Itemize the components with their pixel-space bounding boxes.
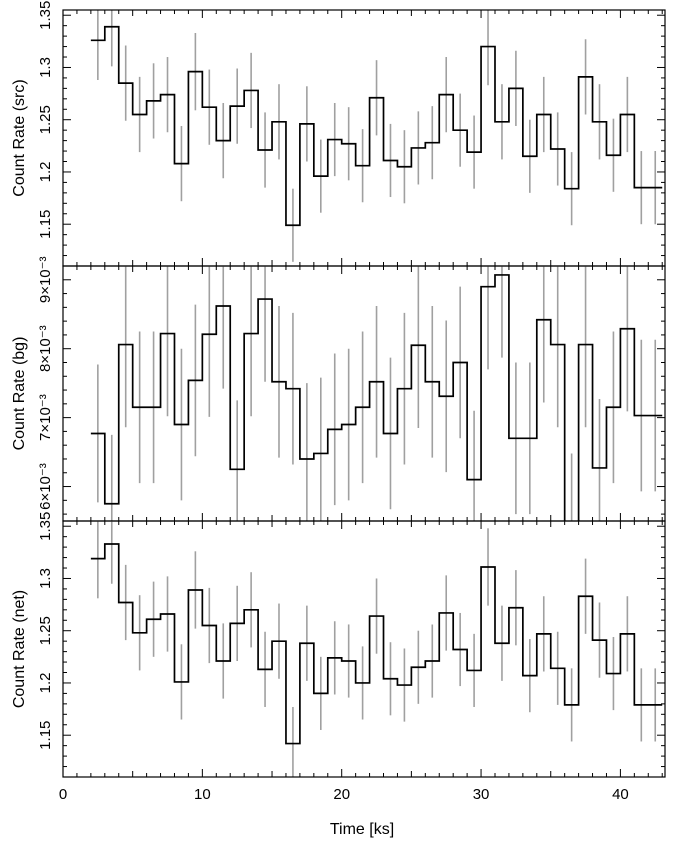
x-tick-label: 0 bbox=[59, 786, 67, 803]
y-tick-label: 1.3 bbox=[37, 57, 54, 78]
x-axis-label: Time [ks] bbox=[330, 821, 394, 838]
data-group-net bbox=[90, 521, 663, 777]
panel-bg: 6×10⁻³ 7×10⁻³ 8×10⁻³ 9×10⁻³ Count Rate (bg) bbox=[11, 256, 666, 522]
y-tick-label: 1.2 bbox=[37, 162, 54, 183]
y-tick-label: 1.2 bbox=[37, 673, 54, 694]
x-tick-label: 20 bbox=[333, 786, 350, 803]
y-axis-label-bg: Count Rate (bg) bbox=[11, 337, 28, 451]
y-tick-label: 1.25 bbox=[37, 616, 54, 645]
y-tick-label: 9×10⁻³ bbox=[37, 256, 54, 303]
y-tick-label: 1.35 bbox=[37, 512, 54, 541]
step-line-net bbox=[90, 543, 663, 745]
x-tick-label: 10 bbox=[194, 786, 211, 803]
y-tick-label: 1.3 bbox=[37, 568, 54, 589]
axes-frame-net bbox=[62, 520, 666, 778]
step-line-src bbox=[90, 25, 663, 227]
y-axis-label-src: Count Rate (src) bbox=[11, 79, 28, 196]
y-tick-label: 6×10⁻³ bbox=[37, 463, 54, 510]
step-line-bg bbox=[90, 274, 663, 521]
x-tick-label: 30 bbox=[473, 786, 490, 803]
data-group-src bbox=[90, 10, 663, 262]
y-tick-label: 1.15 bbox=[37, 721, 54, 750]
panel-net: 1.15 1.2 1.25 1.3 1.35 Count Rate (net) 0 10 20 3… bbox=[11, 512, 666, 803]
x-tick-label: 40 bbox=[612, 786, 629, 803]
data-group-bg bbox=[90, 266, 663, 521]
y-tick-label: 1.35 bbox=[37, 1, 54, 30]
y-tick-label: 8×10⁻³ bbox=[37, 325, 54, 372]
y-tick-label: 7×10⁻³ bbox=[37, 394, 54, 441]
panels: 1.15 1.2 1.25 1.3 1.35 Count Rate (src) 6×10⁻³… bbox=[11, 1, 666, 803]
y-tick-label: 1.15 bbox=[37, 210, 54, 239]
y-tick-label: 1.25 bbox=[37, 105, 54, 134]
panel-src: 1.15 1.2 1.25 1.3 1.35 Count Rate (src) bbox=[11, 1, 666, 267]
y-axis-label-net: Count Rate (net) bbox=[11, 590, 28, 708]
